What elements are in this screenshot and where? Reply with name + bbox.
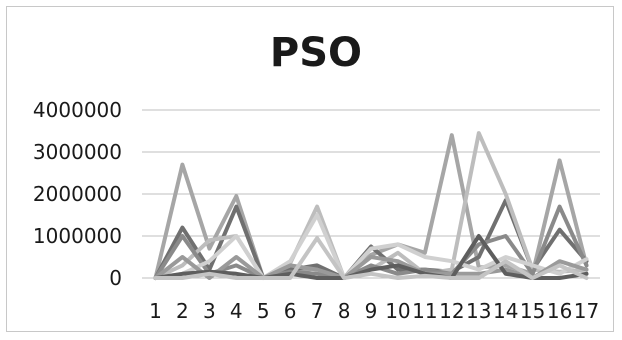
series-line-7 — [153, 234, 589, 280]
y-tick-label: 4000000 — [33, 98, 122, 122]
y-tick-label: 2000000 — [33, 182, 122, 206]
x-tick-label: 2 — [176, 299, 189, 323]
series-line-5 — [153, 213, 589, 280]
x-tick-label: 13 — [466, 299, 491, 323]
x-tick-label: 11 — [412, 299, 437, 323]
x-tick-label: 4 — [230, 299, 243, 323]
x-tick-label: 8 — [338, 299, 351, 323]
chart-title: PSO — [270, 30, 362, 76]
x-tick-label: 3 — [203, 299, 216, 323]
x-axis-ticks: 1 2 3 4 5 6 7 8 9 10 11 12 13 14 15 16 17 — [149, 299, 599, 323]
x-tick-label: 12 — [439, 299, 464, 323]
x-tick-label: 5 — [257, 299, 270, 323]
x-tick-label: 15 — [520, 299, 545, 323]
x-tick-label: 9 — [365, 299, 378, 323]
x-tick-label: 14 — [493, 299, 518, 323]
x-tick-label: 1 — [149, 299, 162, 323]
y-tick-label: 1000000 — [33, 224, 122, 248]
series-line-6 — [153, 255, 589, 280]
x-tick-label: 17 — [574, 299, 599, 323]
y-tick-label: 0 — [109, 266, 122, 290]
series-line-4 — [153, 204, 589, 280]
x-tick-label: 6 — [284, 299, 297, 323]
x-tick-label: 16 — [547, 299, 572, 323]
y-axis-ticks: 0 1000000 2000000 3000000 4000000 — [33, 98, 122, 290]
series-layer — [153, 131, 589, 280]
x-tick-label: 10 — [385, 299, 410, 323]
x-tick-label: 7 — [311, 299, 324, 323]
y-tick-label: 3000000 — [33, 140, 122, 164]
series-line-8 — [153, 236, 589, 280]
